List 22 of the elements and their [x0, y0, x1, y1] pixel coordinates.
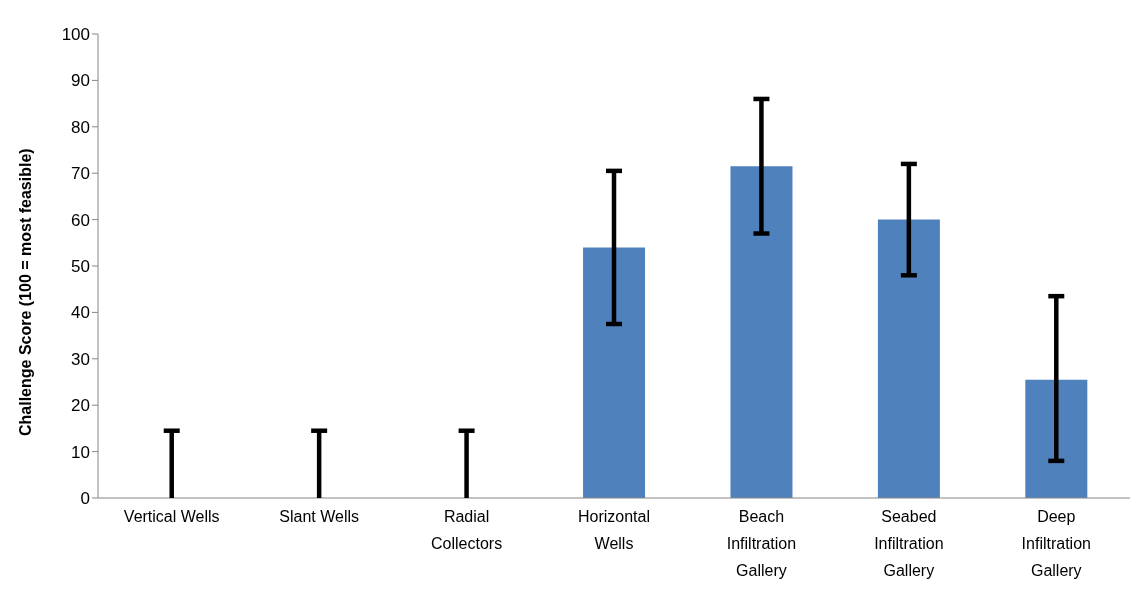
x-tick-label: Radial Collectors: [431, 508, 503, 552]
y-tick-label: 70: [71, 164, 90, 184]
y-tick-label: 80: [71, 117, 90, 137]
y-tick-label: 100: [61, 25, 90, 45]
x-tick-label: Seabed Infiltration Gallery: [874, 508, 944, 579]
y-tick-label: 60: [71, 210, 90, 230]
y-axis-title: Challenge Score (100 = most feasible): [16, 148, 34, 436]
y-tick-label: 40: [71, 303, 90, 323]
y-tick-label: 20: [71, 396, 90, 416]
x-tick-label: Vertical Wells: [123, 508, 220, 525]
bar: [877, 219, 940, 498]
y-tick-label: 10: [71, 442, 90, 462]
x-tick-label: Deep Infiltration Gallery: [1021, 508, 1091, 579]
bar: [583, 247, 646, 498]
y-tick-label: 50: [71, 257, 90, 277]
x-tick-label: Slant Wells: [279, 508, 360, 525]
x-tick-label: Horizontal Wells: [577, 508, 651, 552]
y-tick-label: 90: [71, 71, 90, 91]
bar: [730, 166, 793, 498]
x-tick-label: Beach Infiltration Gallery: [726, 508, 797, 579]
y-tick-label: 0: [80, 489, 90, 509]
y-tick-label: 30: [71, 349, 90, 369]
